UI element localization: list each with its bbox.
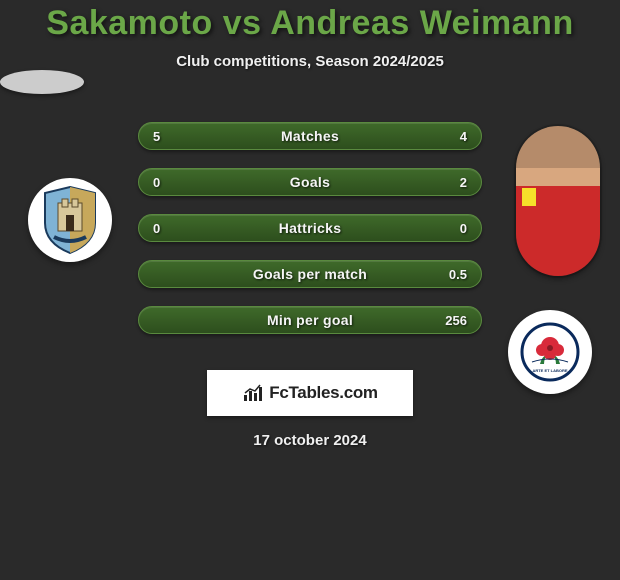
player-right-avatar	[516, 126, 600, 276]
stat-row: Min per goal 256	[138, 306, 482, 334]
branding-text: FcTables.com	[269, 383, 378, 403]
stat-left-value: 5	[153, 129, 179, 144]
stat-right-value: 4	[441, 129, 467, 144]
branding-badge: FcTables.com	[207, 370, 413, 416]
stat-label: Matches	[139, 128, 481, 144]
stat-row: 0 Goals 2	[138, 168, 482, 196]
stat-row: Goals per match 0.5	[138, 260, 482, 288]
date-text: 17 october 2024	[0, 432, 620, 449]
stat-right-value: 0.5	[441, 267, 467, 282]
stat-label: Hattricks	[139, 220, 481, 236]
coventry-crest-icon	[40, 185, 100, 255]
stat-label: Goals per match	[139, 266, 481, 282]
stat-label: Min per goal	[139, 312, 481, 328]
page-title: Sakamoto vs Andreas Weimann	[0, 4, 620, 43]
chart-icon	[242, 383, 266, 403]
blackburn-crest-icon: ARTE ET LABORE	[520, 322, 580, 382]
stat-left-value: 0	[153, 175, 179, 190]
stats-list: 5 Matches 4 0 Goals 2 0 Hattricks 0 Goal…	[138, 122, 482, 334]
stat-row: 0 Hattricks 0	[138, 214, 482, 242]
club-crest-right: ARTE ET LABORE	[508, 310, 592, 394]
stat-right-value: 256	[441, 313, 467, 328]
stat-row: 5 Matches 4	[138, 122, 482, 150]
club-crest-left	[28, 178, 112, 262]
subtitle: Club competitions, Season 2024/2025	[0, 53, 620, 70]
comparison-card: Sakamoto vs Andreas Weimann Club competi…	[0, 0, 620, 580]
stat-label: Goals	[139, 174, 481, 190]
stat-right-value: 2	[441, 175, 467, 190]
player-left-avatar	[0, 70, 84, 94]
stat-right-value: 0	[441, 221, 467, 236]
svg-text:ARTE ET LABORE: ARTE ET LABORE	[532, 368, 567, 373]
stat-left-value: 0	[153, 221, 179, 236]
